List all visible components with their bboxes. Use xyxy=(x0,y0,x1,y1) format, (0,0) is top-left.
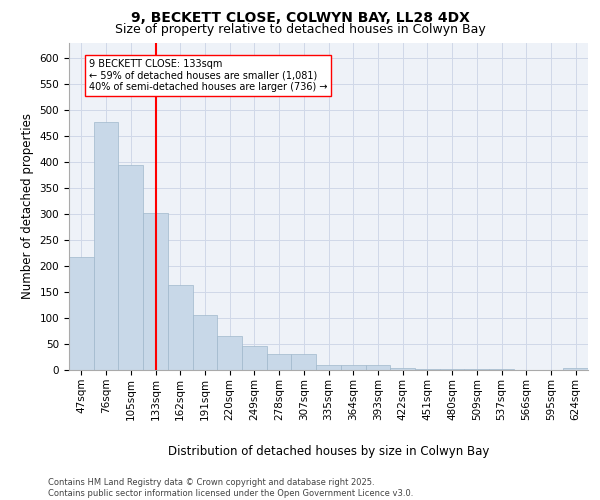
Text: Distribution of detached houses by size in Colwyn Bay: Distribution of detached houses by size … xyxy=(168,444,490,458)
Bar xyxy=(242,346,267,370)
Bar xyxy=(69,256,94,370)
Bar xyxy=(168,286,193,370)
Text: 9, BECKETT CLOSE, COLWYN BAY, LL28 4DX: 9, BECKETT CLOSE, COLWYN BAY, LL28 4DX xyxy=(131,11,469,25)
Bar xyxy=(94,122,118,370)
Bar xyxy=(316,365,341,370)
Bar xyxy=(563,368,588,370)
Text: Contains HM Land Registry data © Crown copyright and database right 2025.
Contai: Contains HM Land Registry data © Crown c… xyxy=(48,478,413,498)
Bar xyxy=(143,213,168,370)
Bar xyxy=(217,336,242,370)
Bar xyxy=(440,369,464,370)
Bar xyxy=(292,354,316,370)
Y-axis label: Number of detached properties: Number of detached properties xyxy=(21,114,34,299)
Text: 9 BECKETT CLOSE: 133sqm
← 59% of detached houses are smaller (1,081)
40% of semi: 9 BECKETT CLOSE: 133sqm ← 59% of detache… xyxy=(89,59,327,92)
Bar xyxy=(267,354,292,370)
Bar xyxy=(341,365,365,370)
Bar xyxy=(365,365,390,370)
Text: Size of property relative to detached houses in Colwyn Bay: Size of property relative to detached ho… xyxy=(115,22,485,36)
Bar xyxy=(118,164,143,370)
Bar xyxy=(390,368,415,370)
Bar xyxy=(415,369,440,370)
Bar xyxy=(193,316,217,370)
